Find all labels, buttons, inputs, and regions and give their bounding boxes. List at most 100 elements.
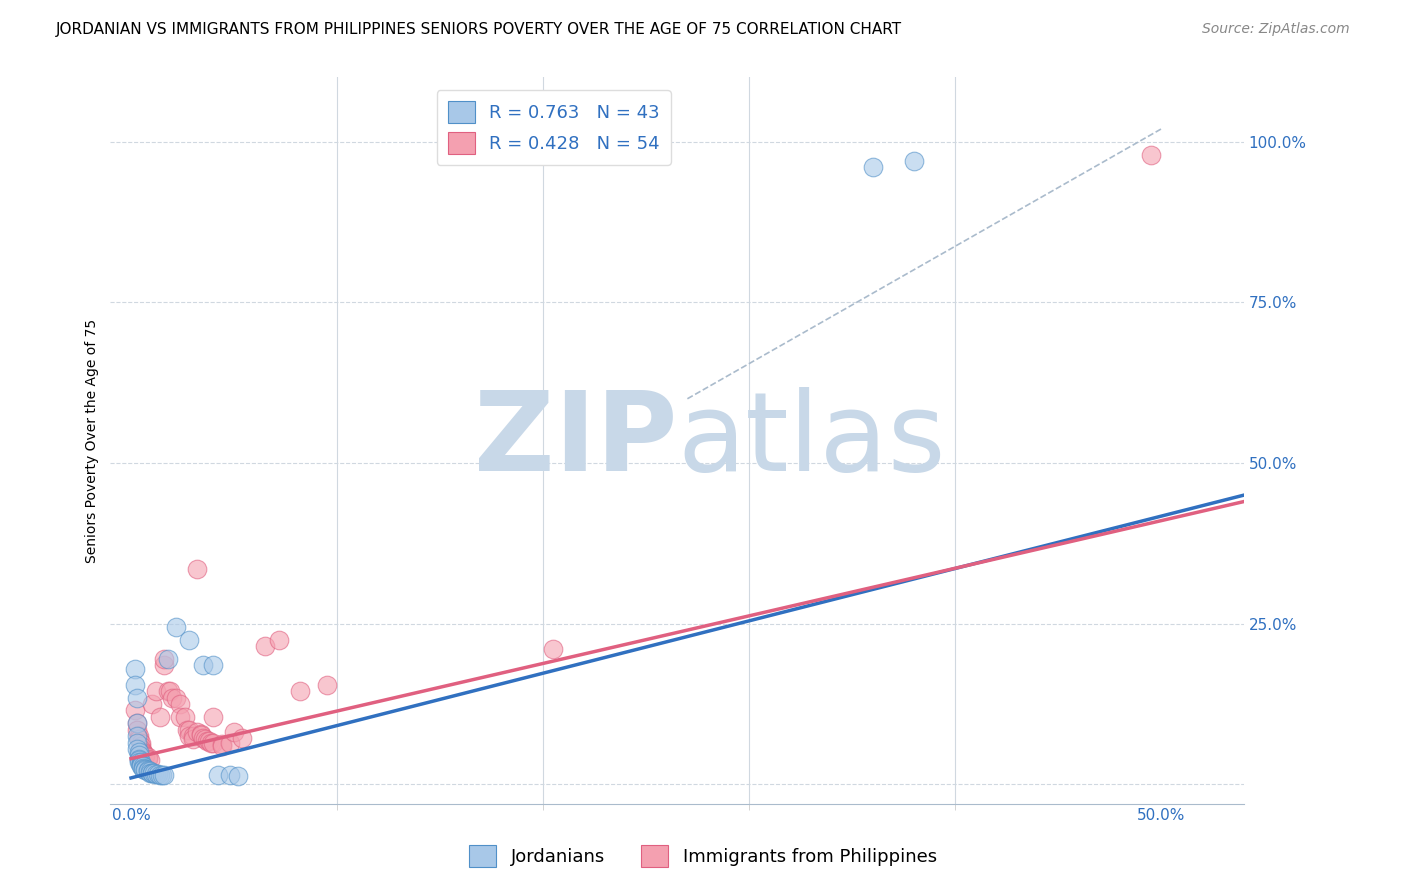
Point — [131, 756, 153, 771]
Point — [177, 632, 200, 647]
Point — [131, 759, 153, 773]
Point — [181, 729, 204, 743]
Point — [132, 759, 155, 773]
Point — [127, 716, 149, 731]
Point — [149, 710, 172, 724]
Point — [136, 750, 159, 764]
Point — [141, 766, 163, 780]
Point — [131, 742, 153, 756]
Point — [202, 735, 225, 749]
Point — [128, 751, 150, 765]
Point — [142, 766, 165, 780]
Point — [131, 756, 153, 770]
Point — [132, 745, 155, 759]
Point — [862, 161, 884, 175]
Point — [191, 658, 214, 673]
Point — [141, 697, 163, 711]
Point — [181, 732, 204, 747]
Point — [190, 727, 212, 741]
Point — [134, 747, 156, 762]
Point — [134, 763, 156, 777]
Point — [177, 729, 200, 743]
Text: ZIP: ZIP — [474, 387, 678, 494]
Point — [127, 716, 149, 731]
Point — [160, 690, 183, 705]
Point — [211, 738, 233, 752]
Point — [146, 767, 169, 781]
Point — [124, 662, 146, 676]
Point — [145, 684, 167, 698]
Point — [136, 764, 159, 779]
Point — [145, 767, 167, 781]
Point — [176, 723, 198, 737]
Point — [903, 153, 925, 168]
Point — [141, 765, 163, 780]
Point — [138, 753, 160, 767]
Point — [194, 732, 217, 747]
Point — [149, 767, 172, 781]
Point — [219, 735, 242, 749]
Point — [128, 729, 150, 743]
Point — [127, 690, 149, 705]
Point — [127, 729, 149, 743]
Point — [131, 739, 153, 753]
Point — [132, 747, 155, 761]
Point — [136, 763, 159, 777]
Point — [173, 710, 195, 724]
Point — [138, 765, 160, 780]
Point — [202, 658, 225, 673]
Point — [157, 652, 180, 666]
Point — [191, 731, 214, 745]
Point — [219, 768, 242, 782]
Point — [153, 652, 176, 666]
Point — [132, 761, 155, 775]
Point — [186, 562, 208, 576]
Point — [131, 735, 153, 749]
Text: atlas: atlas — [678, 387, 946, 494]
Legend: R = 0.763   N = 43, R = 0.428   N = 54: R = 0.763 N = 43, R = 0.428 N = 54 — [437, 90, 671, 165]
Point — [128, 748, 150, 763]
Point — [138, 764, 160, 779]
Point — [134, 762, 156, 776]
Point — [134, 749, 156, 764]
Point — [124, 678, 146, 692]
Point — [195, 733, 218, 747]
Point — [128, 745, 150, 759]
Point — [211, 739, 233, 753]
Point — [1140, 147, 1163, 161]
Point — [198, 733, 221, 747]
Point — [169, 710, 191, 724]
Point — [165, 690, 187, 705]
Point — [127, 742, 149, 756]
Point — [127, 723, 149, 737]
Point — [190, 729, 212, 743]
Point — [131, 758, 153, 772]
Point — [231, 731, 253, 745]
Point — [153, 767, 176, 781]
Point — [186, 724, 208, 739]
Point — [269, 632, 291, 647]
Point — [159, 684, 181, 698]
Point — [202, 710, 225, 724]
Point — [165, 620, 187, 634]
Point — [222, 724, 245, 739]
Text: JORDANIAN VS IMMIGRANTS FROM PHILIPPINES SENIORS POVERTY OVER THE AGE OF 75 CORR: JORDANIAN VS IMMIGRANTS FROM PHILIPPINES… — [56, 22, 903, 37]
Point — [253, 639, 276, 653]
Point — [543, 642, 565, 657]
Point — [136, 751, 159, 765]
Point — [128, 755, 150, 769]
Text: Source: ZipAtlas.com: Source: ZipAtlas.com — [1202, 22, 1350, 37]
Point — [177, 723, 200, 737]
Point — [150, 767, 173, 781]
Point — [132, 762, 155, 776]
Point — [169, 697, 191, 711]
Y-axis label: Seniors Poverty Over the Age of 75: Seniors Poverty Over the Age of 75 — [86, 318, 100, 563]
Point — [226, 769, 249, 783]
Point — [207, 767, 229, 781]
Point — [315, 678, 337, 692]
Point — [128, 732, 150, 747]
Point — [200, 735, 222, 749]
Point — [288, 684, 311, 698]
Point — [153, 658, 176, 673]
Point — [157, 684, 180, 698]
